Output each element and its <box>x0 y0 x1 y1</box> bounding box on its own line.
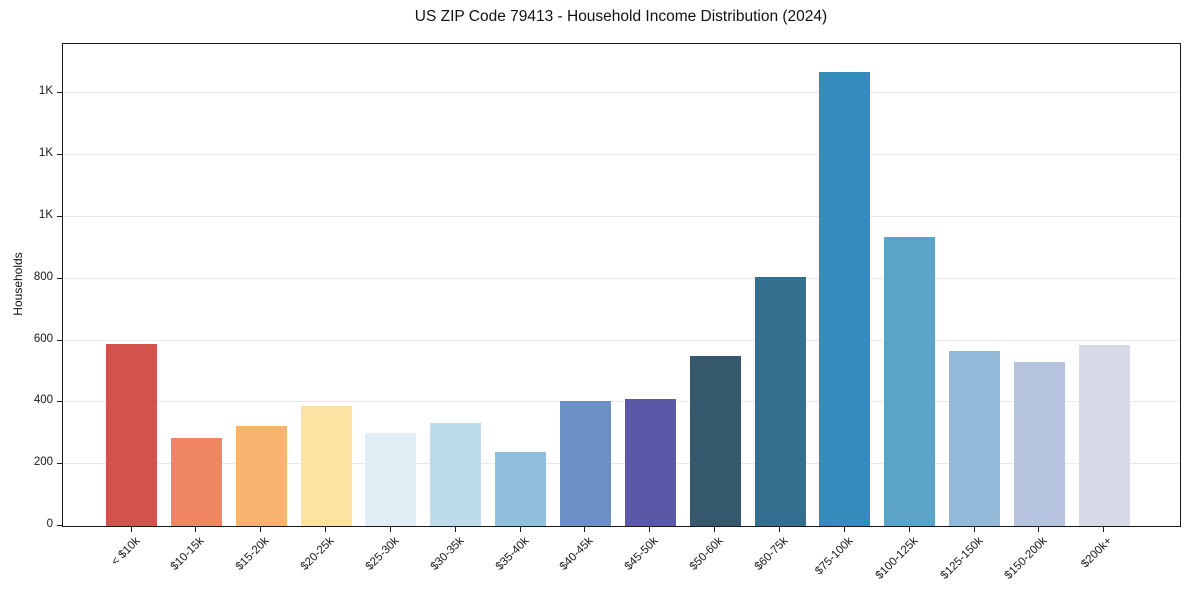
bar-25-30k <box>365 433 417 526</box>
y-tick-label: 0 <box>46 518 53 530</box>
x-tick-mark <box>973 526 975 532</box>
x-tick-mark <box>260 526 262 532</box>
bar-20-25k <box>300 405 352 526</box>
y-tick-label: 600 <box>33 332 53 345</box>
x-tick-mark <box>908 526 910 532</box>
x-tick-label: < $10k <box>108 535 142 569</box>
gridline-y-800 <box>63 277 1180 279</box>
y-tick-mark <box>57 463 62 465</box>
bar-200k <box>1078 345 1130 526</box>
bar-150-200k <box>1013 362 1065 526</box>
y-tick-label: 1K <box>38 85 53 98</box>
y-tick-mark <box>57 401 62 403</box>
x-tick-mark <box>1103 526 1105 532</box>
x-tick-label: $35-40k <box>493 535 532 573</box>
x-tick-mark <box>779 526 780 532</box>
x-tick-label: $45-50k <box>622 535 661 573</box>
gridline-y-1000 <box>63 216 1180 218</box>
y-tick-mark <box>57 277 62 279</box>
x-tick-mark <box>454 526 456 532</box>
chart-title: US ZIP Code 79413 - Household Income Dis… <box>414 8 828 25</box>
y-tick-mark <box>57 92 62 94</box>
x-tick-mark <box>843 526 845 532</box>
bar-45-50k <box>624 399 676 526</box>
y-axis-label: Households <box>11 252 25 316</box>
y-tick-label: 1K <box>38 209 53 222</box>
x-tick-label: $125-150k <box>938 535 986 582</box>
x-tick-label: $10-15k <box>168 535 207 573</box>
x-tick-label: $30-35k <box>428 535 467 573</box>
bar-35-40k <box>495 451 547 526</box>
x-tick-mark <box>519 526 521 532</box>
y-tick-label: 800 <box>33 270 53 283</box>
x-tick-label: $100-125k <box>873 535 921 582</box>
gridline-y-1400 <box>63 92 1180 94</box>
x-tick-label: $60-75k <box>752 535 791 573</box>
x-tick-label: $200k+ <box>1079 535 1115 571</box>
bar-30-35k <box>430 422 482 526</box>
bar-75-100k <box>819 71 871 526</box>
x-tick-mark <box>325 526 327 532</box>
y-tick-label: 400 <box>33 394 53 407</box>
x-tick-label: $75-100k <box>812 535 856 578</box>
x-tick-label: $40-45k <box>558 535 596 573</box>
y-tick-mark <box>57 216 62 218</box>
bar-100-125k <box>884 237 936 526</box>
x-tick-mark <box>1038 526 1040 532</box>
x-tick-mark <box>130 526 132 532</box>
x-tick-mark <box>584 526 586 532</box>
x-tick-mark <box>649 526 651 532</box>
x-tick-label: $150-200k <box>1002 535 1050 582</box>
gridline-y-600 <box>63 339 1180 341</box>
y-tick-mark <box>57 525 62 526</box>
y-tick-mark <box>57 339 62 341</box>
gridline-y-200 <box>63 463 1180 465</box>
bar-60-75k <box>754 277 806 526</box>
y-tick-label: 200 <box>33 456 53 469</box>
x-tick-label: $15-20k <box>233 535 272 573</box>
x-tick-mark <box>714 526 716 532</box>
x-tick-mark <box>389 526 391 532</box>
bar-125-150k <box>949 351 1001 526</box>
x-tick-label: $20-25k <box>298 535 337 573</box>
gridline-y-400 <box>63 401 1180 403</box>
x-tick-label: $50-60k <box>687 535 726 573</box>
plot-area <box>62 43 1181 527</box>
y-tick-mark <box>57 154 62 156</box>
gridline-y-1200 <box>63 154 1180 156</box>
x-tick-mark <box>195 526 197 532</box>
bar-15-20k <box>235 425 287 526</box>
bar-40-45k <box>559 400 611 526</box>
x-tick-label: $25-30k <box>363 535 402 573</box>
bar-50-60k <box>689 356 741 526</box>
bar-10k <box>106 343 157 526</box>
bar-10-15k <box>170 437 222 526</box>
y-tick-label: 1K <box>38 147 53 160</box>
